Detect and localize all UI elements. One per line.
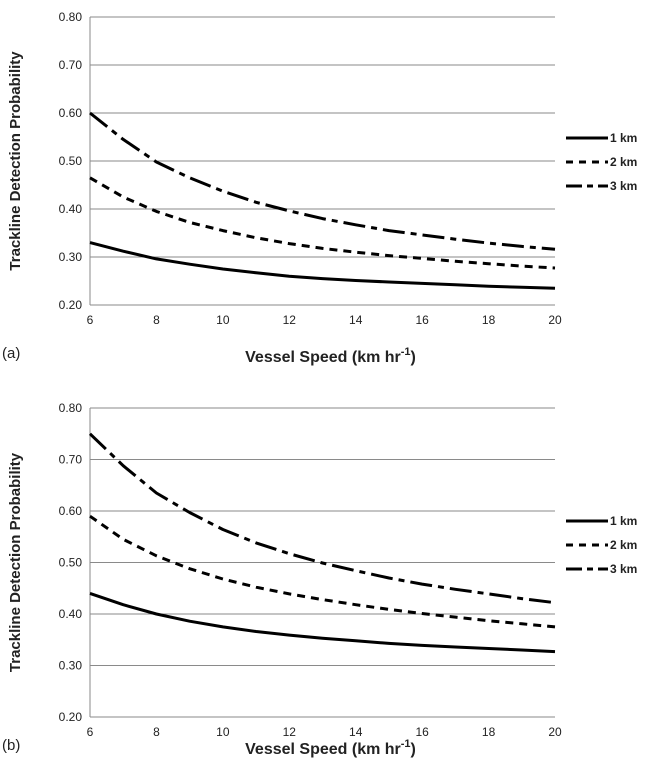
x-axis-title-sup: -1 <box>401 346 411 358</box>
legend-label: 3 km <box>610 179 637 193</box>
y-tick-label: 0.50 <box>59 556 83 570</box>
y-tick-label: 0.50 <box>59 154 83 168</box>
x-axis-title: Vessel Speed (km hr-1) <box>245 346 416 366</box>
x-axis-title-main: Vessel Speed (km hr <box>245 349 401 366</box>
legend-label: 2 km <box>610 155 637 169</box>
x-tick-label: 18 <box>482 725 496 739</box>
y-tick-label: 0.40 <box>59 202 83 216</box>
x-tick-label: 10 <box>216 725 230 739</box>
y-tick-label: 0.70 <box>59 58 83 72</box>
x-tick-label: 12 <box>283 725 297 739</box>
x-tick-label: 14 <box>349 313 363 327</box>
x-tick-label: 20 <box>548 313 562 327</box>
legend-label: 1 km <box>610 131 637 145</box>
x-axis-title-sup: -1 <box>401 738 411 750</box>
series-line-1km <box>89 591 556 654</box>
x-tick-label: 10 <box>216 313 230 327</box>
y-tick-label: 0.80 <box>59 10 83 24</box>
x-axis-title: Vessel Speed (km hr-1) <box>245 738 416 758</box>
panel-label: (b) <box>2 737 20 754</box>
y-tick-label: 0.20 <box>59 710 83 724</box>
x-axis-title-main: Vessel Speed (km hr <box>245 741 401 758</box>
legend-label: 2 km <box>610 538 637 552</box>
legend-label: 3 km <box>610 562 637 576</box>
x-axis-title-close: ) <box>411 741 416 758</box>
series-line-2km <box>89 176 556 270</box>
y-tick-label: 0.60 <box>59 106 83 120</box>
y-tick-label: 0.60 <box>59 504 83 518</box>
series-line-3km <box>88 432 556 605</box>
x-tick-label: 18 <box>482 313 496 327</box>
y-tick-label: 0.20 <box>59 298 83 312</box>
chart-panel-a: 0.20 0.30 0.40 0.50 0.60 0.70 0.80 6 8 10 12 14 16 18… <box>2 10 637 366</box>
x-tick-label: 16 <box>415 313 429 327</box>
y-tick-label: 0.30 <box>59 659 83 673</box>
x-tick-label: 16 <box>415 725 429 739</box>
x-tick-label: 20 <box>548 725 562 739</box>
x-tick-label: 14 <box>349 725 363 739</box>
y-tick-label: 0.30 <box>59 250 83 264</box>
legend-label: 1 km <box>610 514 637 528</box>
y-tick-label: 0.40 <box>59 607 83 621</box>
y-tick-label: 0.70 <box>59 453 83 467</box>
x-tick-label: 12 <box>283 313 297 327</box>
series-line-2km <box>89 514 556 629</box>
panel-label: (a) <box>2 345 20 362</box>
x-tick-label: 6 <box>87 313 94 327</box>
chart-panel-b: 0.20 0.30 0.40 0.50 0.60 0.70 0.80 6 8 10 12 14 16 18… <box>2 401 637 758</box>
x-tick-label: 6 <box>87 725 94 739</box>
series-line-3km <box>89 111 556 251</box>
y-axis-title: Trackline Detection Probability <box>7 51 24 271</box>
y-axis-title: Trackline Detection Probability <box>7 452 24 672</box>
series-line-1km <box>89 241 556 290</box>
x-tick-label: 8 <box>153 313 160 327</box>
y-tick-label: 0.80 <box>59 401 83 415</box>
x-axis-title-close: ) <box>411 349 416 366</box>
x-tick-label: 8 <box>153 725 160 739</box>
